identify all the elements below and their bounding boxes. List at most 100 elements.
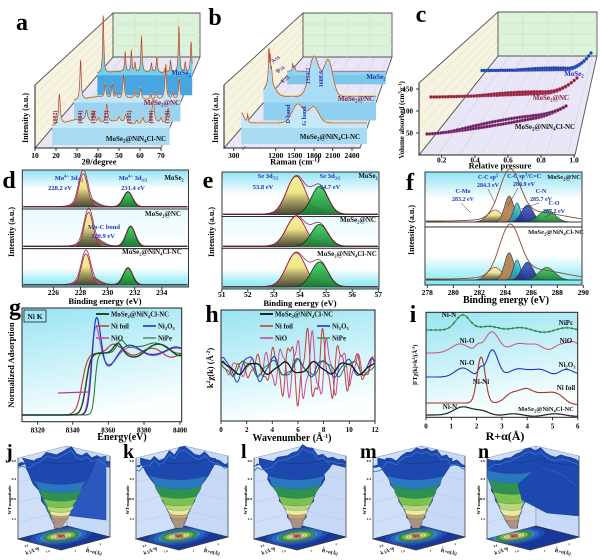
svg-text:f: f <box>406 170 415 196</box>
svg-text:0.8: 0.8 <box>12 497 17 501</box>
svg-text:Ni-N: Ni-N <box>510 534 518 539</box>
svg-text:228: 228 <box>75 288 87 297</box>
svg-text:1.0: 1.0 <box>153 546 158 551</box>
svg-text:R+α(Å): R+α(Å) <box>85 548 102 557</box>
svg-text:Wavenumber (Å-1): Wavenumber (Å-1) <box>253 432 332 444</box>
svg-text:10: 10 <box>346 426 354 434</box>
svg-text:20: 20 <box>52 151 60 160</box>
svg-text:MoSe2@NC: MoSe2@NC <box>144 99 180 109</box>
svg-text:Raman (cm-1): Raman (cm-1) <box>270 154 320 167</box>
svg-text:R+α(Å): R+α(Å) <box>486 429 525 443</box>
svg-text:280: 280 <box>448 288 460 297</box>
svg-text:8340: 8340 <box>66 427 81 435</box>
svg-text:Binding energy (eV): Binding energy (eV) <box>463 295 549 306</box>
svg-text:Normalized Adsorption: Normalized Adsorption <box>6 322 16 408</box>
svg-text:278: 278 <box>422 288 434 297</box>
svg-text:1.2: 1.2 <box>130 517 135 521</box>
svg-text:0.8: 0.8 <box>24 543 29 548</box>
svg-text:10: 10 <box>31 151 39 160</box>
svg-text:i: i <box>410 302 417 328</box>
svg-text:Ni-N: Ni-N <box>443 403 457 411</box>
svg-text:0.6: 0.6 <box>503 156 513 165</box>
svg-text:50: 50 <box>115 151 123 160</box>
svg-text:WT-magnitude: WT-magnitude <box>362 485 367 514</box>
svg-text:1.2: 1.2 <box>281 549 286 554</box>
svg-text:Intensity (a.u.): Intensity (a.u.) <box>21 93 30 143</box>
svg-text:1: 1 <box>192 549 195 553</box>
svg-text:Intensity (a.u.): Intensity (a.u.) <box>7 207 16 257</box>
svg-text:0.8: 0.8 <box>130 497 135 501</box>
svg-text:MoSe2: MoSe2 <box>164 174 184 183</box>
svg-text:Ni-O: Ni-O <box>460 359 475 367</box>
svg-text:100: 100 <box>403 108 414 116</box>
svg-text:MoSe2@NiN4Cl-NC: MoSe2@NiN4Cl-NC <box>300 133 360 143</box>
svg-text:1608.6: 1608.6 <box>319 71 325 88</box>
svg-text:g: g <box>9 295 21 321</box>
svg-text:k (Å-1): k (Å-1) <box>143 546 158 556</box>
svg-text:MoSe2@NiN4Cl-NC: MoSe2@NiN4Cl-NC <box>275 311 333 319</box>
svg-text:Ni-Ni: Ni-Ni <box>473 378 489 386</box>
svg-text:MoSe2@NC: MoSe2@NC <box>338 95 374 105</box>
svg-text:(002): (002) <box>52 111 59 124</box>
svg-text:1: 1 <box>543 549 546 553</box>
svg-text:MoSe2: MoSe2 <box>171 69 191 79</box>
svg-text:j: j <box>5 441 13 463</box>
svg-text:1.2: 1.2 <box>248 517 253 521</box>
svg-text:Ni2O3: Ni2O3 <box>158 323 175 331</box>
svg-text:8380: 8380 <box>137 427 152 435</box>
svg-text:290: 290 <box>578 288 590 297</box>
svg-text:4: 4 <box>271 426 275 434</box>
svg-text:1353.2: 1353.2 <box>306 68 312 85</box>
svg-text:70: 70 <box>157 151 165 160</box>
svg-text:MoSe2: MoSe2 <box>358 172 378 181</box>
svg-text:0.8: 0.8 <box>367 497 372 501</box>
svg-text:8400: 8400 <box>173 427 188 435</box>
svg-text:e: e <box>203 168 214 194</box>
svg-text:1: 1 <box>450 422 454 430</box>
svg-text:283.2 eV: 283.2 eV <box>452 197 475 203</box>
svg-text:55: 55 <box>322 290 330 299</box>
svg-text:MoSe2@NiN4Cl-NC: MoSe2@NiN4Cl-NC <box>106 135 166 145</box>
svg-text:6: 6 <box>576 422 580 430</box>
svg-text:Volume absorbed (cm3g-1): Volume absorbed (cm3g-1) <box>398 81 406 159</box>
svg-text:53: 53 <box>270 290 278 299</box>
svg-text:60: 60 <box>136 151 144 160</box>
svg-text:k (Å-1): k (Å-1) <box>25 546 40 556</box>
svg-text:2: 2 <box>475 422 479 430</box>
svg-text:228.2 eV: 228.2 eV <box>48 185 72 192</box>
svg-text:1.2: 1.2 <box>400 549 405 554</box>
svg-text:n: n <box>478 441 489 463</box>
svg-text:0.8: 0.8 <box>379 543 384 548</box>
svg-text:3: 3 <box>568 542 571 546</box>
svg-text:8360: 8360 <box>101 427 116 435</box>
svg-text:0.4: 0.4 <box>470 156 480 165</box>
svg-text:57: 57 <box>375 290 383 299</box>
svg-text:4: 4 <box>525 422 529 430</box>
svg-text:1.0: 1.0 <box>35 546 40 551</box>
svg-text:0.4: 0.4 <box>367 477 372 481</box>
svg-text:285.7 eV: 285.7 eV <box>530 197 553 203</box>
svg-text:2: 2 <box>442 545 445 549</box>
svg-text:MoSe2@NiN4Cl-NC: MoSe2@NiN4Cl-NC <box>528 229 584 237</box>
svg-text:0.0: 0.0 <box>12 459 17 463</box>
svg-text:0.8: 0.8 <box>493 543 498 548</box>
svg-text:232: 232 <box>129 288 141 297</box>
svg-text:Mo-C bond: Mo-C bond <box>88 224 120 231</box>
svg-text:MoSe2@NiN4Cl-NC: MoSe2@NiN4Cl-NC <box>518 406 574 414</box>
svg-text:1: 1 <box>310 549 313 553</box>
svg-text:WT-magnitude: WT-magnitude <box>125 485 130 514</box>
svg-text:Ni foil: Ni foil <box>557 384 576 392</box>
svg-text:1.0: 1.0 <box>390 546 395 551</box>
svg-text:∕∕: ∕∕ <box>241 146 247 152</box>
svg-text:k (Å-1): k (Å-1) <box>494 546 509 556</box>
svg-text:54: 54 <box>296 290 304 299</box>
svg-text:54.7 eV: 54.7 eV <box>320 184 341 191</box>
svg-text:Ni-N: Ni-N <box>442 311 456 319</box>
svg-text:0: 0 <box>424 422 428 430</box>
svg-text:1200: 1200 <box>268 151 283 160</box>
svg-text:Ni-N: Ni-N <box>57 534 65 539</box>
svg-text:230: 230 <box>102 288 114 297</box>
svg-text:WT-magnitude: WT-magnitude <box>243 485 248 514</box>
svg-text:MoSe2@NiN4Cl-NC: MoSe2@NiN4Cl-NC <box>515 123 575 133</box>
svg-text:R+α(Å): R+α(Å) <box>321 548 338 557</box>
